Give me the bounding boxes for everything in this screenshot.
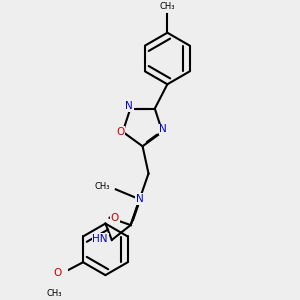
- Text: CH₃: CH₃: [160, 2, 175, 11]
- Text: O: O: [53, 268, 62, 278]
- Text: N: N: [136, 194, 143, 204]
- Text: O: O: [116, 127, 124, 137]
- Text: N: N: [160, 124, 167, 134]
- Text: CH₃: CH₃: [46, 289, 62, 298]
- Text: HN: HN: [92, 234, 108, 244]
- Text: O: O: [110, 213, 119, 223]
- Text: CH₃: CH₃: [94, 182, 110, 191]
- Text: N: N: [125, 101, 133, 111]
